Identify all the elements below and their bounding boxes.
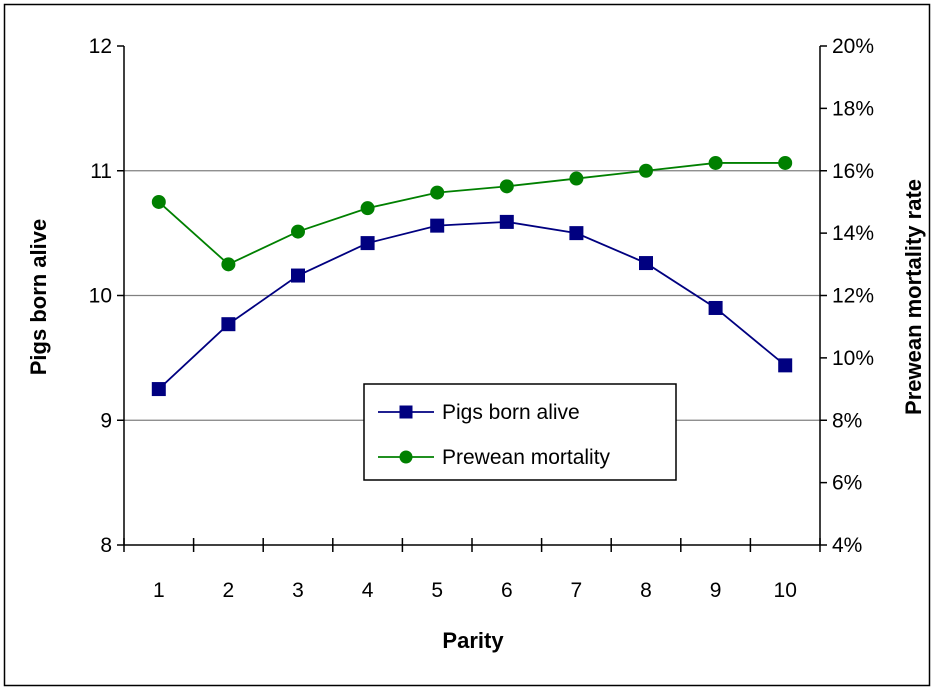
right-y-axis-title: Prewean mortality rate xyxy=(901,179,926,415)
x-tick-label: 3 xyxy=(292,579,304,602)
data-point-circle xyxy=(778,155,793,170)
right-y-tick-label: 4% xyxy=(832,534,862,557)
x-tick-label: 10 xyxy=(774,579,797,602)
left-y-tick-label: 11 xyxy=(90,160,112,183)
data-point-circle xyxy=(430,185,445,200)
x-tick-label: 8 xyxy=(640,579,652,602)
x-tick-label: 9 xyxy=(710,579,722,602)
data-point-circle xyxy=(708,155,723,170)
left-y-tick-label: 12 xyxy=(89,35,112,58)
right-y-tick-label: 14% xyxy=(832,222,874,245)
legend-box xyxy=(363,383,677,481)
right-y-tick-label: 8% xyxy=(832,409,862,432)
left-y-axis-title: Pigs born alive xyxy=(26,219,51,376)
right-y-tick-label: 12% xyxy=(832,285,874,308)
data-point-circle xyxy=(221,257,236,272)
left-y-tick-label: 10 xyxy=(89,285,112,308)
series xyxy=(151,155,793,397)
data-point-square xyxy=(430,218,445,233)
x-tick-label: 5 xyxy=(431,579,443,602)
data-point-square xyxy=(291,268,305,283)
x-tick-label: 7 xyxy=(571,579,583,602)
right-y-tick-label: 18% xyxy=(832,97,874,120)
x-tick-label: 1 xyxy=(153,579,165,602)
series-line xyxy=(158,162,786,266)
x-tick-label: 6 xyxy=(501,579,513,602)
right-y-tick-label: 16% xyxy=(832,160,874,183)
data-point-square xyxy=(569,226,584,241)
legend: Pigs born alive Prewean mortality xyxy=(363,383,677,481)
x-tick-label: 4 xyxy=(362,579,374,602)
x-tick-label: 2 xyxy=(223,579,235,602)
legend-marker-square xyxy=(399,405,413,419)
data-point-square xyxy=(360,236,375,251)
data-point-square xyxy=(778,358,793,373)
data-point-circle xyxy=(151,194,166,209)
left-y-tick-label: 9 xyxy=(100,409,112,432)
right-y-tick-label: 20% xyxy=(832,35,874,58)
right-y-tick-label: 6% xyxy=(832,472,862,495)
legend-label: Pigs born alive xyxy=(442,401,580,424)
data-point-circle xyxy=(360,201,375,216)
right-y-tick-label: 10% xyxy=(832,347,874,370)
data-point-circle xyxy=(639,163,653,178)
data-point-square xyxy=(708,300,723,315)
data-point-square xyxy=(151,382,166,397)
chart-outer-border xyxy=(3,3,931,687)
legend-marker-circle xyxy=(399,450,413,464)
series-line xyxy=(158,220,786,390)
legend-label: Prewean mortality xyxy=(442,446,611,469)
data-point-square xyxy=(499,214,514,229)
data-point-circle xyxy=(499,179,514,194)
data-point-circle xyxy=(569,171,584,186)
data-point-circle xyxy=(291,224,305,239)
x-axis-title: Parity xyxy=(442,628,504,653)
data-point-square xyxy=(639,256,653,271)
left-y-tick-label: 8 xyxy=(100,534,112,557)
data-point-square xyxy=(221,317,236,332)
